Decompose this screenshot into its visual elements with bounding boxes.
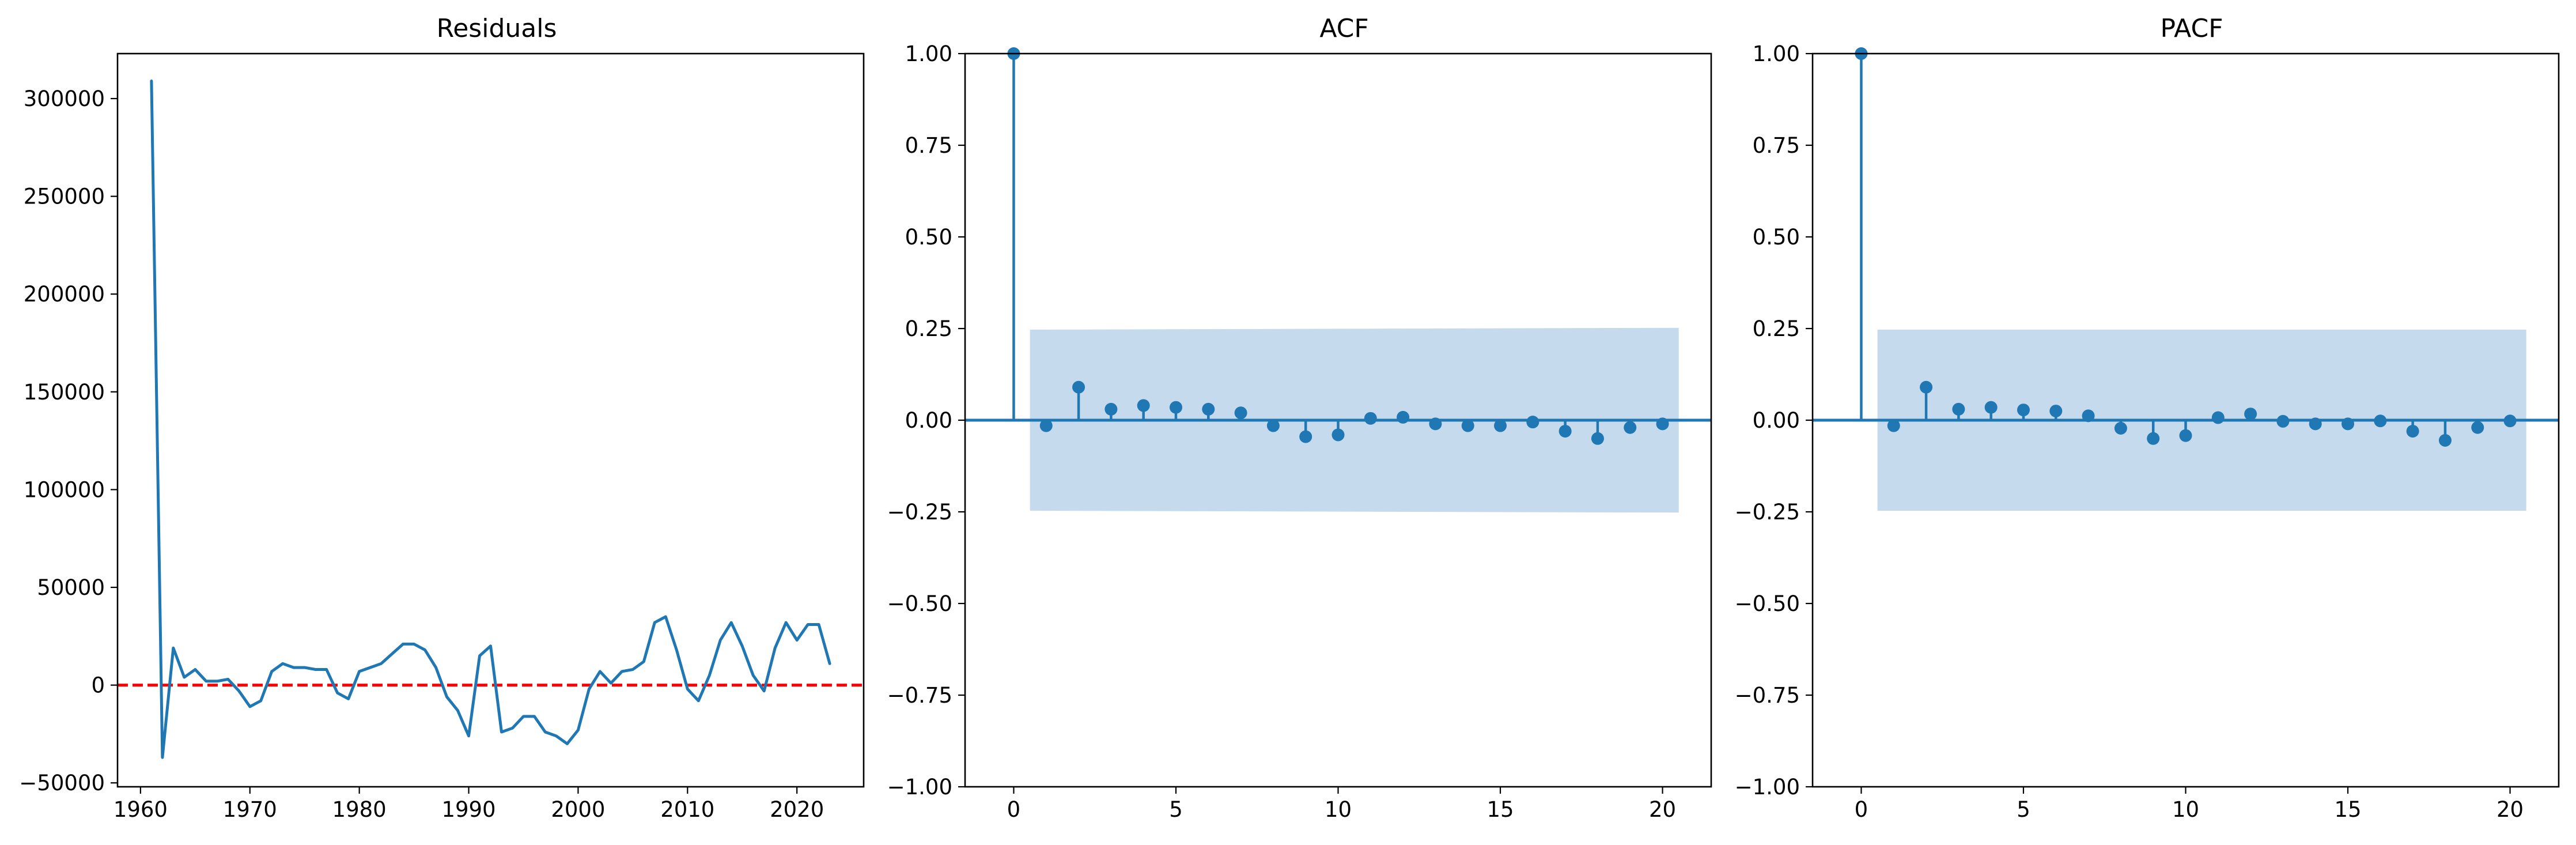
acf-marker [1624, 421, 1637, 434]
residuals-x-tick-label: 1990 [441, 797, 495, 822]
pacf-x-tick-label: 0 [1855, 797, 1868, 822]
pacf-marker [1984, 401, 1998, 414]
pacf-marker [2309, 417, 2322, 431]
pacf-y-tick-label: 0.50 [1753, 225, 1800, 250]
pacf-marker [1920, 380, 1933, 394]
residuals-y-tick-label: 200000 [24, 282, 105, 307]
acf-marker [1461, 419, 1474, 432]
acf-x-tick-label: 20 [1649, 797, 1676, 822]
acf-marker [1397, 410, 1410, 424]
pacf-marker [2179, 429, 2192, 442]
pacf-x-tick-label: 5 [2017, 797, 2030, 822]
acf-title: ACF [1319, 14, 1368, 43]
acf-y-tick-label: 1.00 [905, 42, 952, 66]
acf-marker [1559, 425, 1572, 438]
pacf-marker [2342, 417, 2355, 431]
acf-marker [1364, 412, 1377, 425]
residuals-x-tick-label: 2000 [551, 797, 605, 822]
acf-marker [1202, 402, 1215, 416]
pacf-marker [1887, 419, 1900, 432]
residuals-x-tick-label: 1970 [223, 797, 277, 822]
pacf-panel: PACF 0 5 10 15 20 −1.00 −0.75 −0.50 −0.25 0.00 0.2… [1735, 14, 2560, 822]
acf-marker [1104, 402, 1118, 416]
acf-marker [1494, 419, 1507, 432]
pacf-x-tick-label: 10 [2172, 797, 2199, 822]
pacf-y-tick-label: −0.75 [1735, 683, 1800, 708]
residuals-y-tick-label: 300000 [24, 86, 105, 111]
acf-x-tick-label: 0 [1007, 797, 1021, 822]
acf-marker [1656, 417, 1669, 431]
residuals-y-tick-label: 100000 [24, 477, 105, 502]
pacf-y-tick-label: 0.75 [1753, 133, 1800, 158]
residuals-y-tick-label: −50000 [19, 771, 105, 795]
acf-marker [1429, 417, 1442, 431]
acf-y-tick-label: −0.75 [887, 683, 952, 708]
pacf-marker [2438, 433, 2452, 447]
residuals-x-tick-label: 2020 [770, 797, 824, 822]
pacf-marker [2017, 403, 2030, 417]
residuals-panel: Residuals 1960 1970 1980 1990 2000 2010 2020 −5… [19, 14, 865, 822]
residuals-title: Residuals [437, 14, 557, 43]
pacf-marker [2471, 421, 2484, 434]
pacf-y-tick-label: 0.00 [1753, 408, 1800, 433]
acf-marker [1591, 432, 1604, 445]
pacf-marker [2049, 405, 2063, 418]
acf-marker [1331, 428, 1345, 442]
residuals-y-tick-label: 0 [91, 673, 105, 698]
pacf-marker [2147, 432, 2160, 445]
residuals-line [150, 80, 831, 759]
residuals-y-tick-label: 50000 [37, 575, 105, 600]
residuals-y-tick-label: 150000 [24, 380, 105, 405]
pacf-marker [2211, 411, 2225, 424]
residuals-y-tick-label: 250000 [24, 184, 105, 209]
acf-marker [1526, 416, 1539, 429]
pacf-x-tick-label: 20 [2496, 797, 2524, 822]
acf-marker [1299, 430, 1312, 443]
residuals-axes-frame [116, 52, 865, 788]
acf-y-tick-label: 0.25 [905, 316, 952, 341]
pacf-y-tick-label: −1.00 [1735, 775, 1800, 799]
pacf-marker [1952, 402, 1965, 416]
pacf-y-tick-label: 0.25 [1753, 316, 1800, 341]
acf-panel: ACF 0 5 10 15 20 −1.00 −0.75 −0.50 −0.25 0.00 0.25… [887, 14, 1712, 822]
pacf-marker [2244, 408, 2257, 421]
acf-marker [1266, 419, 1280, 432]
acf-x-tick-label: 5 [1169, 797, 1183, 822]
pacf-marker [2406, 425, 2419, 438]
acf-marker [1234, 406, 1247, 420]
acf-marker [1072, 380, 1085, 394]
acf-x-tick-label: 15 [1486, 797, 1514, 822]
residuals-x-tick-label: 2010 [660, 797, 714, 822]
acf-y-tick-label: 0.75 [905, 133, 952, 158]
pacf-marker [2276, 414, 2290, 428]
pacf-y-tick-label: −0.50 [1735, 591, 1800, 616]
pacf-title: PACF [2160, 14, 2223, 43]
acf-marker [1169, 401, 1182, 414]
acf-marker [1137, 399, 1150, 412]
pacf-y-tick-label: −0.25 [1735, 500, 1800, 525]
residuals-x-tick-label: 1960 [114, 797, 168, 822]
residuals-x-tick-label: 1980 [332, 797, 387, 822]
acf-marker [1039, 419, 1053, 432]
acf-y-tick-label: −0.50 [887, 591, 952, 616]
acf-y-tick-label: 0.00 [905, 408, 952, 433]
pacf-marker [2503, 414, 2517, 428]
acf-y-tick-label: −1.00 [887, 775, 952, 799]
acf-x-tick-label: 10 [1325, 797, 1352, 822]
acf-y-tick-label: 0.50 [905, 225, 952, 250]
pacf-marker [2114, 421, 2127, 435]
pacf-x-tick-label: 15 [2334, 797, 2361, 822]
pacf-marker [2374, 414, 2387, 428]
acf-y-tick-label: −0.25 [887, 500, 952, 525]
pacf-y-tick-label: 1.00 [1753, 42, 1800, 66]
pacf-marker [2082, 409, 2095, 423]
